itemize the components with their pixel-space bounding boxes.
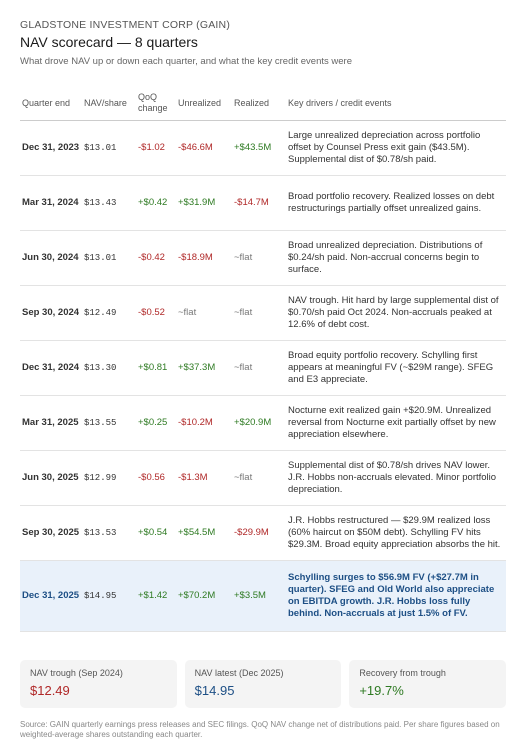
realized: +$3.5M — [232, 560, 286, 632]
table-body: Dec 31, 2023 $13.01 -$1.02 -$46.6M +$43.5M La… — [20, 120, 506, 632]
table-row: Sep 30, 2025 $13.53 +$0.54 +$54.5M -$29.9M J.… — [20, 505, 506, 561]
card-value: +19.7% — [359, 683, 404, 698]
column-header: NAV/share — [82, 86, 136, 121]
key-drivers: Supplemental dist of $0.78/sh drives NAV… — [286, 450, 506, 506]
quarter-end: Jun 30, 2024 — [20, 230, 82, 286]
qoq-change: -$0.52 — [136, 285, 176, 341]
column-header: QoQ change — [136, 86, 176, 121]
card-value: $12.49 — [30, 683, 70, 698]
subtitle: What drove NAV up or down each quarter, … — [20, 56, 352, 67]
realized: +$43.5M — [232, 120, 286, 176]
table-row: Sep 30, 2024 $12.49 -$0.52 ~flat ~flat NAV tr… — [20, 285, 506, 341]
quarter-end: Mar 31, 2024 — [20, 175, 82, 231]
unrealized: -$46.6M — [176, 120, 232, 176]
nav-per-share: $12.49 — [82, 285, 136, 341]
quarter-end: Sep 30, 2024 — [20, 285, 82, 341]
nav-per-share: $13.43 — [82, 175, 136, 231]
quarter-end: Mar 31, 2025 — [20, 395, 82, 451]
unrealized: ~flat — [176, 285, 232, 341]
quarter-end: Dec 31, 2024 — [20, 340, 82, 396]
unrealized: +$37.3M — [176, 340, 232, 396]
quarter-end: Jun 30, 2025 — [20, 450, 82, 506]
nav-per-share: $12.99 — [82, 450, 136, 506]
table-row: Mar 31, 2025 $13.55 +$0.25 -$10.2M +$20.9M No… — [20, 395, 506, 451]
nav-per-share: $13.55 — [82, 395, 136, 451]
unrealized: -$10.2M — [176, 395, 232, 451]
column-header: Key drivers / credit events — [286, 86, 506, 121]
key-drivers: Broad unrealized depreciation. Distribut… — [286, 230, 506, 286]
header-row: Quarter end NAV/share QoQ change Unrealized… — [20, 86, 506, 121]
key-drivers: J.R. Hobbs restructured — $29.9M realize… — [286, 505, 506, 561]
unrealized: +$31.9M — [176, 175, 232, 231]
key-drivers: Large unrealized depreciation across por… — [286, 120, 506, 176]
realized: +$20.9M — [232, 395, 286, 451]
eyebrow: GLADSTONE INVESTMENT CORP (GAIN) — [20, 19, 231, 31]
column-header: Realized — [232, 86, 286, 121]
realized: -$14.7M — [232, 175, 286, 231]
nav-per-share: $13.53 — [82, 505, 136, 561]
table-row: Jun 30, 2025 $12.99 -$0.56 -$1.3M ~flat Suppl… — [20, 450, 506, 506]
realized: ~flat — [232, 230, 286, 286]
key-drivers: Schylling surges to $56.9M FV (+$27.7M i… — [286, 560, 506, 632]
card-label: NAV latest (Dec 2025) — [194, 668, 284, 678]
realized: ~flat — [232, 340, 286, 396]
summary-cards: NAV trough (Sep 2024) $12.49 NAV latest (D… — [20, 660, 507, 708]
qoq-change: -$1.02 — [136, 120, 176, 176]
table-row: Mar 31, 2024 $13.43 +$0.42 +$31.9M -$14.7M Br… — [20, 175, 506, 231]
key-drivers: Nocturne exit realized gain +$20.9M. Unr… — [286, 395, 506, 451]
summary-card: Recovery from trough +19.7% — [349, 660, 507, 708]
realized: ~flat — [232, 285, 286, 341]
card-label: NAV trough (Sep 2024) — [30, 668, 123, 678]
table-row: Dec 31, 2024 $13.30 +$0.81 +$37.3M ~flat Broa… — [20, 340, 506, 396]
unrealized: +$70.2M — [176, 560, 232, 632]
column-header: Unrealized — [176, 86, 232, 121]
qoq-change: -$0.56 — [136, 450, 176, 506]
qoq-change: +$0.42 — [136, 175, 176, 231]
quarter-end: Dec 31, 2025 — [20, 560, 82, 632]
qoq-change: +$0.25 — [136, 395, 176, 451]
nav-per-share: $13.30 — [82, 340, 136, 396]
table-row: Dec 31, 2025 $14.95 +$1.42 +$70.2M +$3.5M Sch… — [20, 560, 506, 632]
realized: ~flat — [232, 450, 286, 506]
qoq-change: +$0.54 — [136, 505, 176, 561]
title: NAV scorecard — 8 quarters — [20, 34, 198, 50]
unrealized: -$1.3M — [176, 450, 232, 506]
table-row: Dec 31, 2023 $13.01 -$1.02 -$46.6M +$43.5M La… — [20, 120, 506, 176]
quarter-end: Sep 30, 2025 — [20, 505, 82, 561]
nav-per-share: $13.01 — [82, 230, 136, 286]
key-drivers: Broad portfolio recovery. Realized losse… — [286, 175, 506, 231]
nav-per-share: $13.01 — [82, 120, 136, 176]
qoq-change: +$1.42 — [136, 560, 176, 632]
qoq-change: -$0.42 — [136, 230, 176, 286]
card-value: $14.95 — [194, 683, 235, 698]
qoq-change: +$0.81 — [136, 340, 176, 396]
unrealized: -$18.9M — [176, 230, 232, 286]
summary-card: NAV trough (Sep 2024) $12.49 — [20, 660, 177, 708]
quarter-end: Dec 31, 2023 — [20, 120, 82, 176]
scorecard-table: Quarter end NAV/share QoQ change Unrealized… — [20, 86, 506, 632]
card-label: Recovery from trough — [359, 668, 446, 678]
footnote: Source: GAIN quarterly earnings press re… — [20, 720, 500, 739]
unrealized: +$54.5M — [176, 505, 232, 561]
key-drivers: Broad equity portfolio recovery. Schylli… — [286, 340, 506, 396]
column-header: Quarter end — [20, 86, 82, 121]
key-drivers: NAV trough. Hit hard by large supplement… — [286, 285, 506, 341]
nav-per-share: $14.95 — [82, 560, 136, 632]
realized: -$29.9M — [232, 505, 286, 561]
table-row: Jun 30, 2024 $13.01 -$0.42 -$18.9M ~flat Broa… — [20, 230, 506, 286]
summary-card: NAV latest (Dec 2025) $14.95 — [184, 660, 342, 708]
